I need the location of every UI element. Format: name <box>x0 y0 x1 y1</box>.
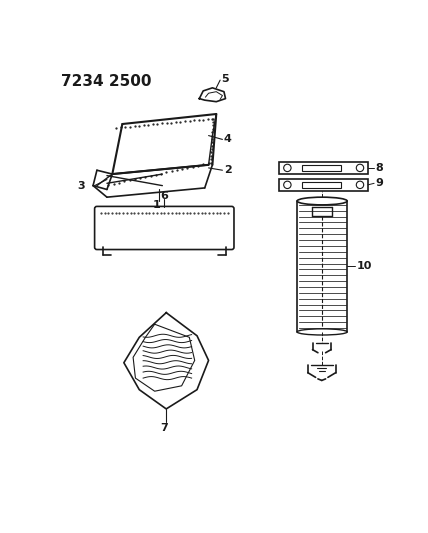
Ellipse shape <box>297 329 347 335</box>
Bar <box>279 179 368 191</box>
Text: 6: 6 <box>160 191 168 201</box>
FancyBboxPatch shape <box>95 206 234 249</box>
Text: 1: 1 <box>152 200 160 210</box>
Bar <box>302 165 342 171</box>
Text: 8: 8 <box>376 163 383 173</box>
Text: 7: 7 <box>160 423 168 433</box>
Circle shape <box>356 181 364 189</box>
Ellipse shape <box>297 197 347 205</box>
Circle shape <box>284 181 291 189</box>
Text: 5: 5 <box>221 74 229 84</box>
Bar <box>302 182 342 188</box>
Text: 3: 3 <box>78 181 85 191</box>
Text: 7234 2500: 7234 2500 <box>61 74 151 89</box>
Text: 4: 4 <box>224 134 232 144</box>
Bar <box>279 161 368 174</box>
Text: 2: 2 <box>224 165 232 175</box>
Circle shape <box>356 164 364 172</box>
Circle shape <box>284 164 291 172</box>
Text: 9: 9 <box>376 179 383 188</box>
Text: 10: 10 <box>357 262 372 271</box>
